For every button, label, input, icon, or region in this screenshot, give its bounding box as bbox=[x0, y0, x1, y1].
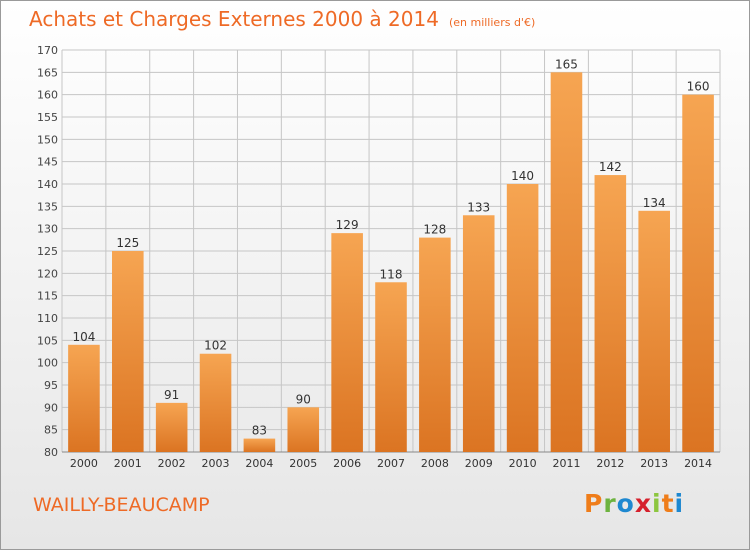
logo-letter: i bbox=[652, 489, 662, 518]
bar bbox=[638, 210, 670, 452]
y-tick-label: 160 bbox=[37, 89, 58, 102]
chart-title: Achats et Charges Externes 2000 à 2014 (e… bbox=[29, 7, 535, 31]
logo-letter: P bbox=[584, 489, 604, 518]
y-tick-label: 100 bbox=[37, 357, 58, 370]
title-unit: (en milliers d'€) bbox=[448, 16, 536, 29]
y-tick-label: 135 bbox=[37, 200, 58, 213]
bar bbox=[155, 402, 188, 452]
x-tick-label: 2008 bbox=[421, 457, 449, 470]
bar bbox=[112, 251, 144, 452]
x-tick-label: 2003 bbox=[202, 457, 230, 470]
data-label: 91 bbox=[164, 388, 179, 402]
y-tick-label: 85 bbox=[44, 424, 58, 437]
bar bbox=[682, 94, 714, 453]
title-text: Achats et Charges Externes 2000 à 2014 bbox=[29, 7, 439, 31]
x-tick-label: 2006 bbox=[333, 457, 361, 470]
data-label: 140 bbox=[511, 169, 534, 183]
y-tick-label: 105 bbox=[37, 334, 58, 347]
data-label: 129 bbox=[336, 218, 359, 232]
data-label: 160 bbox=[687, 80, 710, 94]
bars bbox=[68, 72, 714, 453]
proxiti-logo: Proxiti bbox=[584, 489, 684, 518]
data-label: 83 bbox=[252, 424, 267, 438]
x-tick-label: 2010 bbox=[509, 457, 537, 470]
bar bbox=[594, 175, 627, 453]
logo-letter: i bbox=[674, 489, 685, 518]
y-tick-label: 145 bbox=[37, 156, 58, 169]
x-tick-label: 2005 bbox=[289, 457, 317, 470]
data-label: 165 bbox=[555, 57, 578, 71]
data-label: 90 bbox=[296, 392, 311, 406]
y-tick-label: 80 bbox=[44, 446, 58, 459]
logo-letter: x bbox=[634, 489, 652, 518]
y-tick-label: 150 bbox=[37, 133, 58, 146]
x-tick-label: 2014 bbox=[684, 457, 712, 470]
data-label: 142 bbox=[599, 160, 622, 174]
y-tick-label: 115 bbox=[37, 290, 58, 303]
y-tick-label: 110 bbox=[37, 312, 58, 325]
bar bbox=[375, 282, 407, 452]
data-label: 133 bbox=[467, 200, 490, 214]
y-tick-label: 120 bbox=[37, 267, 58, 280]
x-tick-label: 2011 bbox=[552, 457, 580, 470]
x-tick-label: 2000 bbox=[70, 457, 98, 470]
y-tick-label: 170 bbox=[37, 44, 58, 57]
y-tick-label: 165 bbox=[37, 66, 58, 79]
labels: 80 85 90 95 100 105 110 115 120 125 130 135 140 145 15… bbox=[37, 44, 712, 470]
x-tick-label: 2013 bbox=[640, 457, 668, 470]
y-tick-label: 130 bbox=[37, 223, 58, 236]
data-label: 128 bbox=[423, 223, 446, 237]
x-tick-label: 2001 bbox=[114, 457, 142, 470]
x-tick-label: 2007 bbox=[377, 457, 405, 470]
x-tick-label: 2009 bbox=[465, 457, 493, 470]
bar bbox=[506, 184, 539, 452]
bar bbox=[550, 72, 583, 452]
bar bbox=[462, 215, 495, 452]
data-label: 125 bbox=[116, 236, 139, 250]
y-tick-label: 95 bbox=[44, 379, 58, 392]
y-tick-label: 90 bbox=[44, 401, 58, 414]
y-tick-label: 155 bbox=[37, 111, 58, 124]
x-tick-label: 2012 bbox=[596, 457, 624, 470]
x-tick-label: 2004 bbox=[245, 457, 273, 470]
logo-letter: r bbox=[603, 489, 617, 518]
logo-letter: o bbox=[616, 489, 635, 518]
data-label: 104 bbox=[72, 330, 95, 344]
x-tick-label: 2002 bbox=[158, 457, 186, 470]
data-label: 102 bbox=[204, 339, 227, 353]
bar bbox=[287, 407, 320, 452]
data-label: 134 bbox=[643, 196, 666, 210]
bar bbox=[243, 438, 276, 452]
y-tick-label: 140 bbox=[37, 178, 58, 191]
logo-letter: t bbox=[661, 489, 675, 518]
bar bbox=[68, 344, 100, 452]
bar bbox=[419, 237, 451, 452]
data-label: 118 bbox=[380, 267, 403, 281]
bar bbox=[199, 353, 232, 452]
bar bbox=[331, 233, 363, 452]
commune-name: WAILLY-BEAUCAMP bbox=[33, 494, 210, 516]
y-tick-label: 125 bbox=[37, 245, 58, 258]
